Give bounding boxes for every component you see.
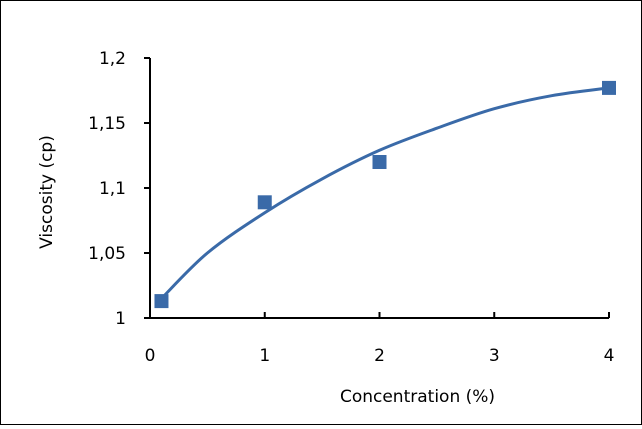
data-points (154, 80, 616, 309)
x-tick-label: 2 (374, 346, 385, 366)
data-point (154, 294, 169, 309)
x-tick-label: 0 (145, 346, 156, 366)
y-tick-label: 1 (115, 309, 126, 329)
y-axis-title: Viscosity (cp) (37, 135, 57, 249)
y-axis-ticks: 1 1,05 1,1 1,15 1,2 (88, 49, 150, 329)
x-axis-title: Concentration (%) (340, 387, 495, 407)
x-tick-label: 1 (259, 346, 270, 366)
y-tick-label: 1,15 (88, 114, 126, 134)
x-tick-label: 4 (604, 346, 615, 366)
trendline (160, 86, 610, 300)
x-tick-label: 3 (489, 346, 500, 366)
data-point (602, 80, 616, 95)
y-tick-label: 1,05 (88, 244, 126, 264)
y-tick-label: 1,1 (99, 179, 126, 199)
y-tick-label: 1,2 (99, 49, 126, 69)
data-point (257, 195, 272, 210)
data-point (372, 155, 387, 169)
